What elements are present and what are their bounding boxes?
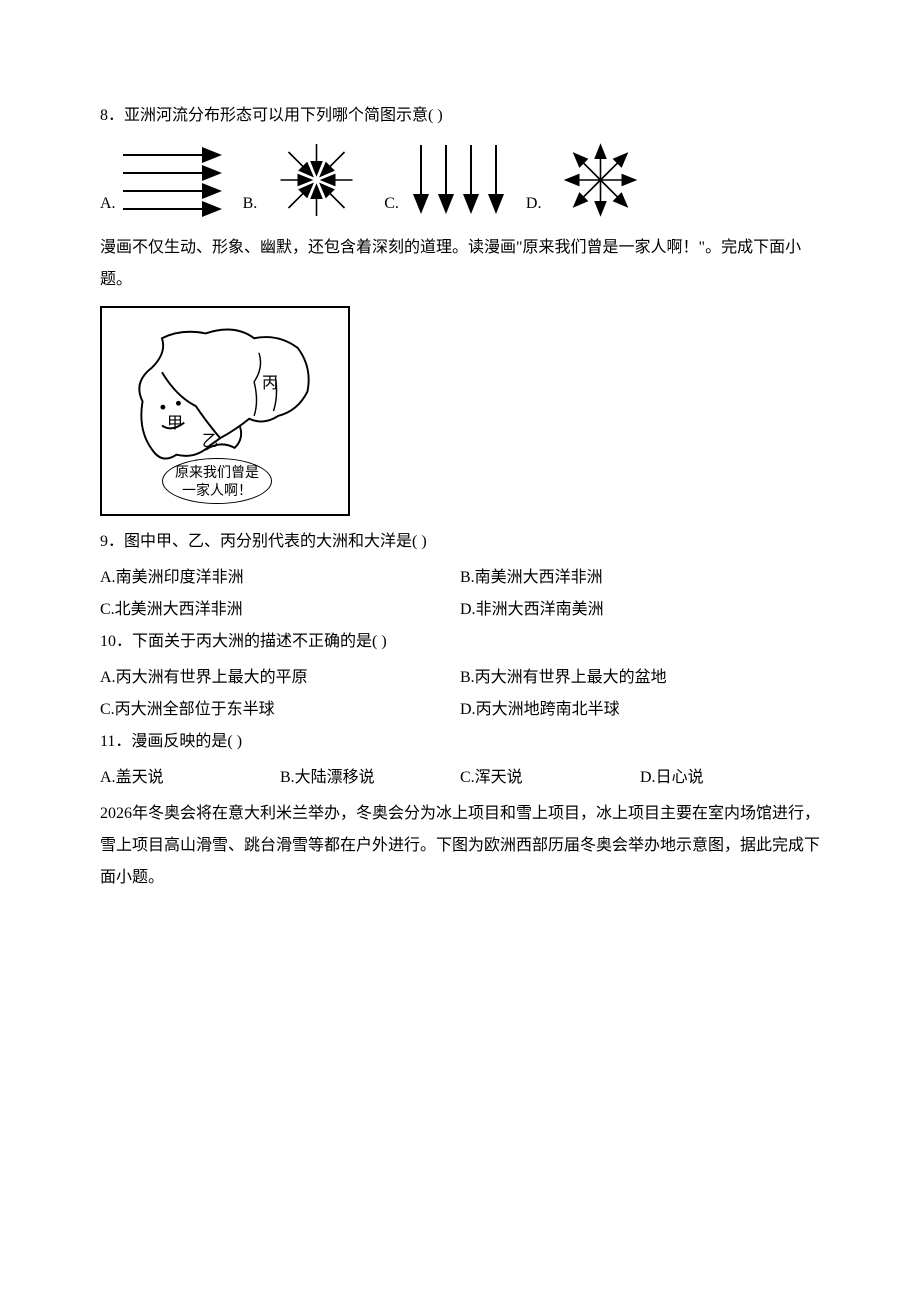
q10-option-a[interactable]: A.丙大洲有世界上最大的平原 xyxy=(100,662,460,694)
cartoon-label-jia: 甲 xyxy=(167,408,183,440)
q8-c-label: C. xyxy=(384,188,399,220)
q9-number: 9． xyxy=(100,533,124,550)
q10-text: 下面关于丙大洲的描述不正确的是( ) xyxy=(132,633,387,650)
bubble-line1: 原来我们曾是 xyxy=(175,463,259,481)
q9-text: 图中甲、乙、丙分别代表的大洲和大洋是( ) xyxy=(124,533,427,550)
parallel-right-icon xyxy=(118,140,233,220)
q9-options: A.南美洲印度洋非洲 B.南美洲大西洋非洲 C.北美洲大西洋非洲 D.非洲大西洋… xyxy=(100,562,820,626)
q9-option-c[interactable]: C.北美洲大西洋非洲 xyxy=(100,594,460,626)
q10-number: 10． xyxy=(100,633,132,650)
q10-option-c[interactable]: C.丙大洲全部位于东半球 xyxy=(100,694,460,726)
q8-option-d[interactable]: D. xyxy=(526,140,659,220)
q9-option-b[interactable]: B.南美洲大西洋非洲 xyxy=(460,562,820,594)
q8-number: 8． xyxy=(100,107,124,124)
q8-text: 亚洲河流分布形态可以用下列哪个简图示意( ) xyxy=(124,107,443,124)
radial-inward-icon xyxy=(259,140,374,220)
q11-options: A.盖天说 B.大陆漂移说 C.浑天说 D.日心说 xyxy=(100,762,820,794)
q9-option-d[interactable]: D.非洲大西洋南美洲 xyxy=(460,594,820,626)
cartoon-map: 甲 乙 丙 原来我们曾是 一家人啊！ xyxy=(100,306,350,516)
q8-d-label: D. xyxy=(526,188,542,220)
q10-option-b[interactable]: B.丙大洲有世界上最大的盆地 xyxy=(460,662,820,694)
q8-option-b[interactable]: B. xyxy=(243,140,375,220)
question-9: 9．图中甲、乙、丙分别代表的大洲和大洋是( ) xyxy=(100,526,820,558)
cartoon-label-yi: 乙 xyxy=(202,426,218,458)
passage-1: 漫画不仅生动、形象、幽默，还包含着深刻的道理。读漫画"原来我们曾是一家人啊！"。… xyxy=(100,232,820,296)
q8-b-label: B. xyxy=(243,188,258,220)
passage-2: 2026年冬奥会将在意大利米兰举办，冬奥会分为冰上项目和雪上项目，冰上项目主要在… xyxy=(100,798,820,894)
q8-options: A. B. C. xyxy=(100,140,820,220)
q8-a-label: A. xyxy=(100,188,116,220)
q9-option-a[interactable]: A.南美洲印度洋非洲 xyxy=(100,562,460,594)
q11-option-a[interactable]: A.盖天说 xyxy=(100,762,280,794)
q11-option-c[interactable]: C.浑天说 xyxy=(460,762,640,794)
speech-bubble: 原来我们曾是 一家人啊！ xyxy=(162,458,272,504)
q11-option-b[interactable]: B.大陆漂移说 xyxy=(280,762,460,794)
question-11: 11．漫画反映的是( ) xyxy=(100,726,820,758)
radial-outward-icon xyxy=(543,140,658,220)
cartoon-label-bing: 丙 xyxy=(262,368,278,400)
q8-option-a[interactable]: A. xyxy=(100,140,233,220)
q11-option-d[interactable]: D.日心说 xyxy=(640,762,820,794)
parallel-down-icon xyxy=(401,140,516,220)
question-10: 10．下面关于丙大洲的描述不正确的是( ) xyxy=(100,626,820,658)
q10-option-d[interactable]: D.丙大洲地跨南北半球 xyxy=(460,694,820,726)
q11-number: 11． xyxy=(100,733,131,750)
q8-option-c[interactable]: C. xyxy=(384,140,516,220)
question-8: 8．亚洲河流分布形态可以用下列哪个简图示意( ) xyxy=(100,100,820,132)
bubble-line2: 一家人啊！ xyxy=(175,481,259,499)
q11-text: 漫画反映的是( ) xyxy=(131,733,242,750)
q10-options: A.丙大洲有世界上最大的平原 B.丙大洲有世界上最大的盆地 C.丙大洲全部位于东… xyxy=(100,662,820,726)
